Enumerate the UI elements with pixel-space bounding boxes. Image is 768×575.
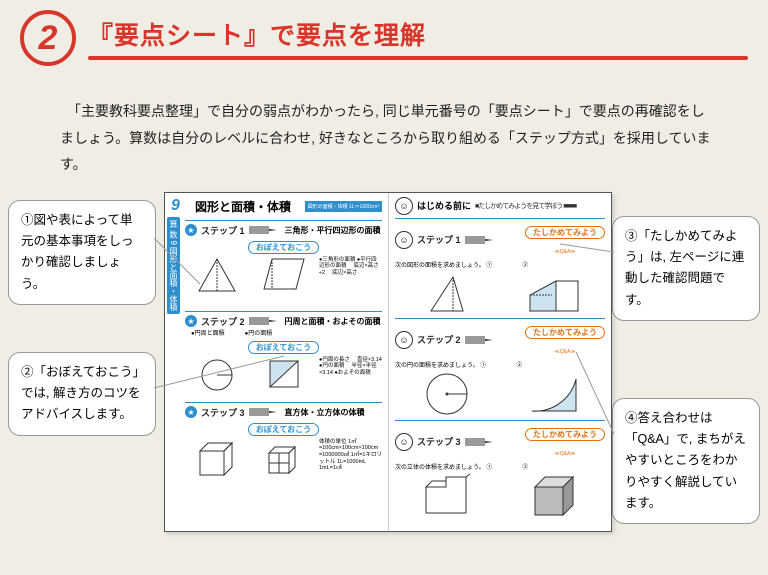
prism-icon [526, 271, 582, 315]
diagram-area: ①図や表によって単元の基本事項をしっかり確認しましょう。 ②「おぼえておこう」で… [0, 192, 768, 562]
formula-text: ●三角形の面積 ●平行四辺形の面積 底辺×高さ÷2 底辺×高さ [319, 257, 382, 293]
right-step-1: ☺ ステップ 1 たしかめてみよう ≪Q&A≫ 次の図形の面積を求めましょう。 … [395, 218, 605, 315]
title-underline [88, 56, 748, 60]
right-title: はじめる前に [417, 199, 471, 212]
pencil-icon [249, 226, 277, 234]
check-title: たしかめてみよう [525, 428, 605, 441]
pencil-icon [249, 317, 277, 325]
parallelogram-icon [262, 257, 306, 291]
formula-text: 体積の単位 1㎥=100cm×100cm×100cm =1000000㎤ 1㎥=… [319, 439, 382, 477]
right-page-header: ☺ はじめる前に ■たしかめてみようを見て学ぼう ■■■■ [395, 197, 605, 215]
qa-label: ≪Q&A≫ [554, 249, 575, 255]
callout-1: ①図や表によって単元の基本事項をしっかり確認しましょう。 [8, 200, 156, 305]
cube-icon [529, 473, 579, 519]
pencil-icon [465, 438, 493, 446]
step-label: ステップ 2 [417, 333, 461, 346]
section-number-badge: 2 [20, 10, 76, 66]
step-label: ステップ 2 [201, 315, 245, 328]
left-step-3: ★ ステップ 3 直方体・立方体の体積 おぼえておこう [185, 402, 382, 490]
face-icon: ☺ [395, 433, 413, 451]
cube-stack-icon [265, 439, 303, 477]
check-title: たしかめてみよう [525, 326, 605, 339]
left-step-1: ★ ステップ 1 三角形・平行四辺形の面積 おぼえておこう ●三角形の面積 ●平… [185, 220, 382, 308]
face-icon: ☺ [395, 231, 413, 249]
question-text: 次の図形の面積を求めましょう。 ① ② [395, 260, 605, 269]
question-text: 次の円の面積を求めましょう。 ① ② [395, 360, 605, 369]
face-icon: ☺ [395, 331, 413, 349]
cuboid-icon [196, 439, 238, 477]
step-label: ステップ 1 [201, 224, 245, 237]
pencil-icon [249, 408, 277, 416]
section-title: 『要点シート』で要点を理解 [88, 16, 748, 52]
right-step-3: ☺ ステップ 3 たしかめてみよう ≪Q&A≫ 次の立体の体積を求めましょう。 … [395, 420, 605, 519]
pencil-icon [465, 236, 493, 244]
worksheet-right-page: ☺ はじめる前に ■たしかめてみようを見て学ぼう ■■■■ ☺ ステップ 1 た… [388, 193, 611, 531]
step-icon: ★ [185, 315, 197, 327]
step-label: ステップ 1 [417, 233, 461, 246]
unit-number: 9 [171, 197, 191, 217]
title-wrap: 『要点シート』で要点を理解 [88, 16, 748, 60]
triangle-icon [197, 257, 237, 293]
header-dots: ■たしかめてみようを見て学ぼう ■■■■ [475, 201, 576, 211]
worksheet-preview: 算 数 9 図形と面積・体積 9 図形と面積・体積 図形の面積・体積 1L＝10… [164, 192, 612, 532]
section-header: 2 『要点シート』で要点を理解 [0, 0, 768, 72]
circle-icon [424, 371, 470, 417]
step-icon: ★ [185, 406, 197, 418]
callout-2: ②「おぼえておこう」では, 解き方のコツをアドバイスします。 [8, 352, 156, 436]
right-step-2: ☺ ステップ 2 たしかめてみよう ≪Q&A≫ 次の円の面積を求めましょう。 ①… [395, 318, 605, 417]
callout-4: ④答え合わせは「Q&A」で, まちがえやすいところをわかりやすく解説しています。 [612, 398, 760, 524]
circle-icon [199, 357, 235, 393]
left-step-2: ★ ステップ 2 円周と面積・およその面積 ●円周と面積●円の面積 おぼえておこ… [185, 311, 382, 399]
step-label: ステップ 3 [201, 406, 245, 419]
qa-label: ≪Q&A≫ [554, 451, 575, 457]
step-subtitle: 直方体・立方体の体積 [285, 407, 365, 418]
step-subtitle: 円周と面積・およその面積 [285, 316, 381, 327]
qa-label: ≪Q&A≫ [554, 349, 575, 355]
pencil-icon [465, 336, 493, 344]
callout-3: ③「たしかめてみよう」は, 左ページに連動した確認問題です。 [612, 216, 760, 321]
memo-title: おぼえておこう [248, 241, 319, 254]
step-label: ステップ 3 [417, 435, 461, 448]
sector-icon [526, 371, 582, 415]
step-subtitle: 三角形・平行四辺形の面積 [285, 225, 381, 236]
side-tab: 算 数 9 図形と面積・体積 [167, 217, 180, 314]
formula-text: ●円周の長さ 直径×3.14 ●円の面積 半径×半径×3.14 ●およその面積 [319, 357, 382, 393]
compound-shape-icon [264, 357, 304, 391]
step-icon: ★ [185, 224, 197, 236]
question-text: 次の立体の体積を求めましょう。 ① ② [395, 462, 605, 471]
memo-title: おぼえておこう [248, 341, 319, 354]
memo-title: おぼえておこう [248, 423, 319, 436]
section-number: 2 [39, 19, 58, 58]
check-title: たしかめてみよう [525, 226, 605, 239]
left-page-header: 9 図形と面積・体積 図形の面積・体積 1L＝1000cm³ [171, 197, 382, 217]
unit-title: 図形と面積・体積 [195, 198, 291, 215]
worksheet-left-page: 算 数 9 図形と面積・体積 9 図形と面積・体積 図形の面積・体積 1L＝10… [165, 193, 388, 531]
triangle-3d-icon [423, 271, 471, 315]
intro-paragraph: 「主要教科要点整理」で自分の弱点がわかったら, 同じ単元番号の「要点シート」で要… [0, 72, 768, 192]
face-icon: ☺ [395, 197, 413, 215]
unit-subtitle: 図形の面積・体積 1L＝1000cm³ [305, 201, 382, 212]
l-shape-icon [422, 473, 472, 517]
